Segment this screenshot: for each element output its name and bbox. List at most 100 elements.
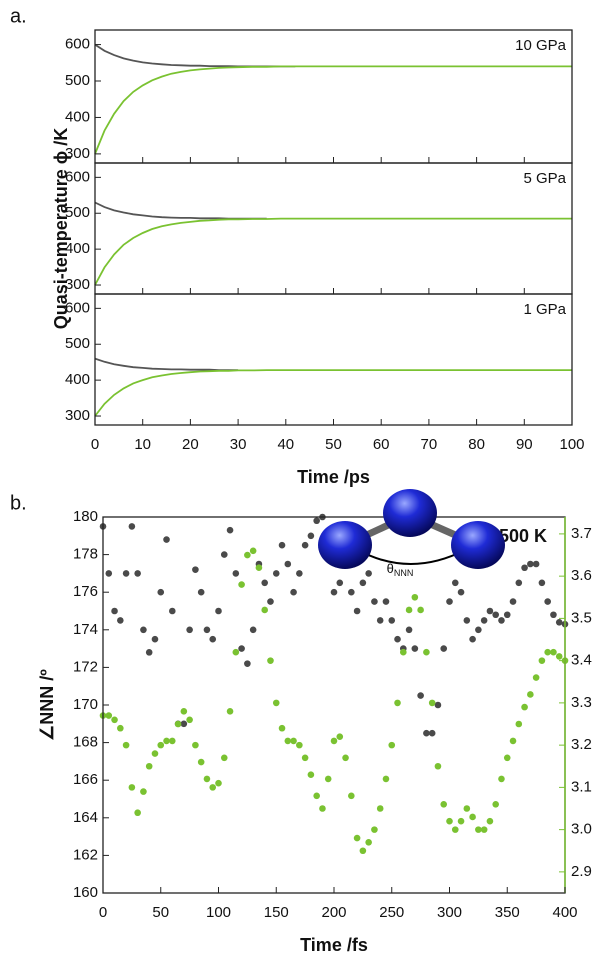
- point: [382, 775, 390, 783]
- point: [486, 817, 494, 825]
- point: [330, 737, 338, 745]
- point: [469, 813, 476, 821]
- point: [348, 588, 355, 596]
- point: [284, 737, 292, 745]
- point: [405, 606, 413, 614]
- x-tick-label: 400: [552, 904, 577, 921]
- point: [423, 729, 430, 737]
- point: [209, 635, 217, 643]
- point: [544, 598, 551, 605]
- point: [509, 598, 517, 605]
- atom: [451, 521, 505, 569]
- point: [498, 617, 505, 624]
- y-tick-label: 168: [73, 734, 98, 751]
- point: [480, 617, 488, 624]
- annotation: 10 GPa: [515, 37, 567, 54]
- panel-label: a.: [10, 5, 27, 27]
- point: [140, 788, 147, 795]
- annotation: 5 GPa: [523, 170, 566, 187]
- point: [480, 826, 488, 833]
- point: [111, 716, 118, 724]
- point: [428, 729, 436, 737]
- panel-label: b.: [10, 492, 27, 514]
- point: [284, 560, 292, 568]
- y2-tick-label: 3.7: [571, 525, 592, 542]
- point: [359, 579, 367, 587]
- x-tick-label: 60: [373, 436, 390, 453]
- y-tick-label: 162: [73, 846, 98, 863]
- subscript: NNN: [394, 568, 414, 578]
- point: [296, 570, 303, 577]
- point: [475, 826, 482, 833]
- point: [446, 598, 453, 605]
- line: [94, 357, 239, 371]
- point: [244, 551, 251, 559]
- panel: 300 400 500 600 0 10 20 30 40 50 60 70 80 90 100 1 GPa T…: [65, 293, 585, 487]
- point: [319, 805, 326, 812]
- point: [544, 648, 551, 656]
- x-tick-label: 100: [206, 904, 231, 921]
- point: [157, 588, 165, 596]
- point: [238, 581, 245, 588]
- y-tick-label: 400: [65, 240, 90, 257]
- point: [197, 758, 205, 766]
- point: [376, 805, 384, 812]
- point: [503, 611, 511, 619]
- point: [192, 741, 199, 749]
- y-tick-label: 500: [65, 204, 90, 221]
- point: [278, 541, 286, 549]
- plot-frame: [94, 29, 573, 164]
- point: [336, 733, 344, 740]
- point: [527, 560, 534, 568]
- point: [278, 724, 286, 732]
- point: [463, 805, 471, 812]
- point: [151, 750, 159, 757]
- plot-frame: [94, 162, 573, 295]
- point: [272, 570, 280, 577]
- point: [405, 626, 413, 634]
- point: [313, 517, 320, 525]
- line: [94, 217, 572, 286]
- point: [457, 588, 465, 596]
- point: [180, 708, 188, 715]
- x-tick-label: 40: [277, 436, 294, 453]
- point: [550, 611, 557, 619]
- y-tick-label: 170: [73, 696, 98, 713]
- point: [521, 703, 528, 711]
- point: [417, 692, 424, 699]
- theta: θ: [387, 561, 394, 576]
- plot-frame: [102, 516, 566, 894]
- y-tick-label: 300: [65, 276, 90, 293]
- x-tick-label: 250: [379, 904, 404, 921]
- point: [353, 607, 361, 615]
- angle-arc: [357, 549, 466, 565]
- point: [417, 606, 424, 614]
- point: [503, 754, 511, 762]
- point: [220, 551, 228, 558]
- line: [94, 43, 296, 68]
- point: [301, 541, 309, 549]
- point: [267, 657, 274, 664]
- point: [394, 635, 401, 643]
- point: [169, 607, 176, 615]
- point: [365, 570, 372, 577]
- point: [128, 784, 136, 791]
- panel: 160 162 164 166 168 170 172 174 176 178 180 2.9 3.0 3…: [10, 492, 592, 954]
- y-axis-label: Quasi-temperature ϕ /K: [51, 128, 71, 330]
- point: [134, 809, 141, 817]
- point: [307, 771, 315, 779]
- point: [521, 564, 528, 572]
- y-tick-label: 400: [65, 108, 90, 125]
- y-tick-label: 600: [65, 36, 90, 53]
- y-tick-label: 600: [65, 299, 90, 316]
- atom: [383, 489, 437, 537]
- point: [134, 570, 141, 577]
- point: [382, 598, 390, 605]
- point: [371, 826, 378, 833]
- x-tick-label: 100: [559, 436, 584, 453]
- y-tick-label: 400: [65, 371, 90, 388]
- y-tick-label: 174: [73, 621, 98, 638]
- point: [365, 839, 372, 846]
